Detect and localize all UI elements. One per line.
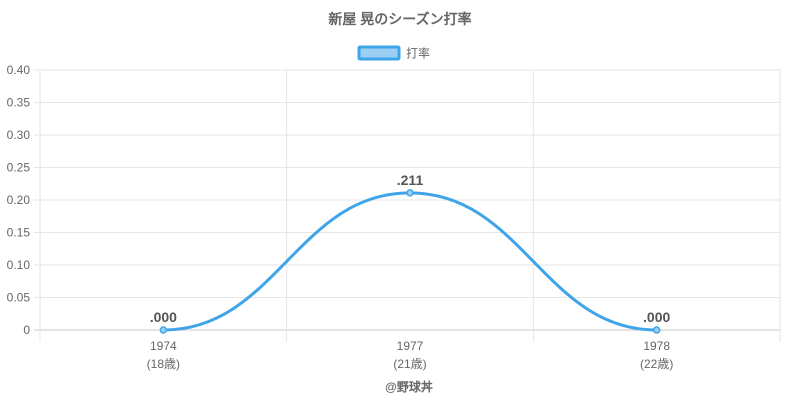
x-tick-label: 1977 bbox=[397, 339, 424, 353]
series-line-batting-average bbox=[161, 191, 659, 332]
x-tick-sublabel: (21歳) bbox=[393, 357, 426, 371]
x-axis-tick-labels: 1974 (18歳) 1977 (21歳) 1978 (22歳) bbox=[147, 339, 674, 371]
legend-label-batting-average: 打率 bbox=[406, 46, 430, 61]
y-tick-label: 0 bbox=[23, 323, 30, 337]
x-tick-sublabel: (22歳) bbox=[640, 357, 673, 371]
x-tick-label: 1974 bbox=[150, 339, 177, 353]
series-batting-average bbox=[159, 189, 661, 334]
data-label: .000 bbox=[150, 309, 177, 325]
data-label: .000 bbox=[643, 309, 670, 325]
legend-swatch-batting-average bbox=[357, 45, 401, 61]
y-tick-label: 0.35 bbox=[7, 96, 31, 110]
chart-title: 新屋 晃のシーズン打率 bbox=[328, 11, 471, 27]
y-tick-label: 0.25 bbox=[7, 161, 31, 175]
data-point[interactable] bbox=[652, 326, 661, 334]
data-labels: .000 .211 .000 bbox=[150, 172, 671, 325]
y-tick-label: 0.30 bbox=[7, 128, 31, 142]
y-tick-label: 0.20 bbox=[7, 193, 31, 207]
y-tick-label: 0.05 bbox=[7, 291, 31, 305]
y-tick-label: 0.40 bbox=[7, 63, 31, 77]
grid bbox=[34, 69, 781, 342]
x-tick-sublabel: (18歳) bbox=[147, 357, 180, 371]
y-axis-tick-labels: 0 0.05 0.10 0.15 0.20 0.25 0.30 0.35 0.40 bbox=[7, 63, 31, 337]
y-tick-label: 0.10 bbox=[7, 258, 31, 272]
data-point[interactable] bbox=[406, 189, 414, 197]
data-point[interactable] bbox=[159, 326, 168, 334]
credit-label: @野球丼 bbox=[385, 379, 433, 394]
data-label: .211 bbox=[397, 172, 424, 188]
legend[interactable]: 打率 bbox=[357, 45, 430, 61]
x-tick-label: 1978 bbox=[643, 339, 670, 353]
y-tick-label: 0.15 bbox=[7, 226, 31, 240]
